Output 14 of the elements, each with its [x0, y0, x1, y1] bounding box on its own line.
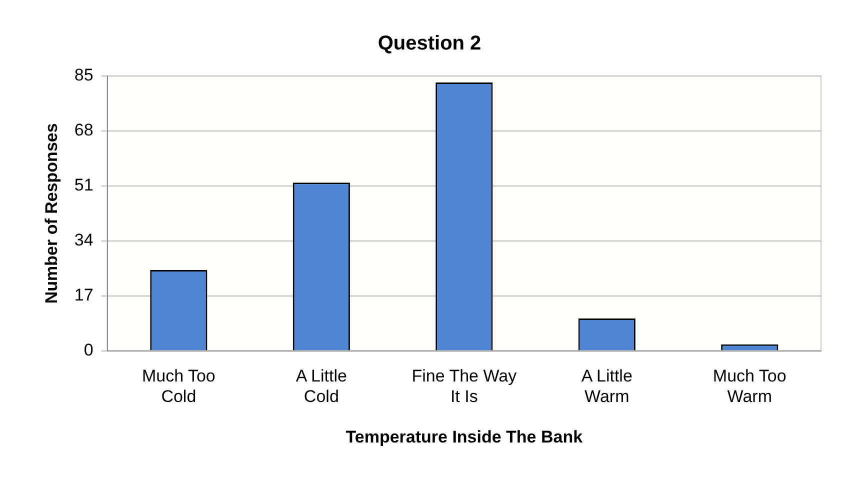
y-tick-label: 0 — [84, 340, 94, 360]
x-tick-label: A Little Warm — [581, 366, 632, 406]
y-tick-label: 51 — [74, 176, 94, 195]
x-axis-title: Temperature Inside The Bank — [346, 427, 584, 446]
x-tick-label: Much Too Cold — [142, 366, 216, 406]
y-tick-label: 34 — [74, 230, 94, 250]
x-tick-label: Much Too Warm — [712, 366, 786, 406]
y-tick-label: 85 — [74, 66, 94, 85]
y-tick-label: 68 — [74, 120, 94, 140]
x-tick-label: A Little Cold — [296, 366, 347, 406]
x-tick-label: Fine The Way It Is — [412, 366, 518, 406]
y-tick-label: 17 — [74, 286, 94, 305]
chart-title: Question 2 — [378, 32, 482, 55]
y-axis-title: Number of Responses — [42, 123, 61, 304]
